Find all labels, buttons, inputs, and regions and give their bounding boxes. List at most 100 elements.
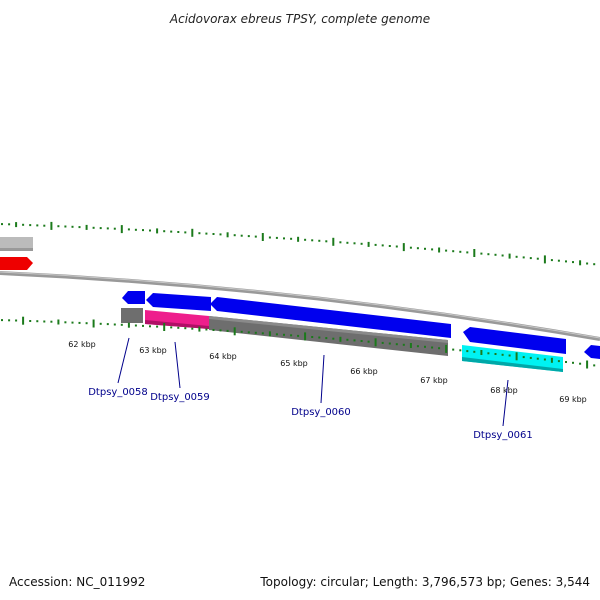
map-title: Acidovorax ebreus TPSY, complete genome xyxy=(169,12,430,26)
inner-ring-minor-tick xyxy=(459,349,462,352)
outer-ring-major-tick xyxy=(50,221,53,230)
inner-ring-minor-tick xyxy=(409,343,412,348)
inner-ring-minor-tick xyxy=(346,338,349,341)
inner-ring-minor-tick xyxy=(57,319,60,325)
outer-ring-minor-tick xyxy=(374,243,377,246)
outer-ring-minor-tick xyxy=(346,241,349,244)
outer-ring-minor-tick xyxy=(487,253,490,256)
outer-ring-minor-tick xyxy=(233,234,236,237)
inner-ring-minor-tick xyxy=(127,322,130,328)
outer-ring-minor-tick xyxy=(515,255,518,258)
outer-ring-minor-tick xyxy=(106,227,109,230)
inner-ring-minor-tick xyxy=(177,326,180,329)
outer-ring-minor-tick xyxy=(219,233,222,236)
outer-ring-minor-tick xyxy=(290,237,293,240)
inner-ring-minor-tick xyxy=(99,322,102,325)
feature-bar-dtpsy-0059-shadow xyxy=(145,320,209,329)
outer-ring-minor-tick xyxy=(1,223,3,226)
inner-ring-minor-tick xyxy=(318,336,321,339)
inner-ring-minor-tick xyxy=(261,332,264,335)
outer-ring-major-tick xyxy=(332,237,335,246)
inner-ring-minor-tick xyxy=(156,325,159,328)
gene-arrow-dtpsy-0059[interactable] xyxy=(146,293,211,311)
inner-ring-major-tick xyxy=(445,344,448,353)
outer-ring-minor-tick xyxy=(226,232,229,238)
outer-ring-minor-tick xyxy=(92,226,95,229)
feature-bar-dtpsy-0061[interactable] xyxy=(462,345,563,372)
outer-ring-minor-tick xyxy=(388,245,391,247)
tick-label-68kbp: 68 kbp xyxy=(490,386,518,395)
outer-ring-minor-tick xyxy=(522,256,525,259)
inner-ring-minor-tick xyxy=(431,346,434,349)
outer-ring-minor-tick xyxy=(593,263,596,266)
leader-line-dtpsy-0060 xyxy=(320,354,325,404)
outer-ring-minor-tick xyxy=(275,236,278,239)
tick-label-64kbp: 64 kbp xyxy=(209,352,237,361)
outer-ring-minor-tick xyxy=(508,253,511,259)
feature-bar-dtpsy-0061-shadow xyxy=(462,357,563,372)
outer-ring-minor-tick xyxy=(156,228,159,234)
inner-ring-minor-tick xyxy=(78,321,81,324)
partial-gene-gray[interactable] xyxy=(0,237,33,251)
outer-ring-minor-tick xyxy=(247,235,250,238)
inner-ring-minor-tick xyxy=(452,348,455,351)
outer-ring-major-tick xyxy=(191,228,194,237)
inner-ring-minor-tick xyxy=(522,356,525,359)
gene-label-dtpsy-0061[interactable]: Dtpsy_0061 xyxy=(473,430,533,441)
inner-ring-major-tick xyxy=(515,352,518,361)
inner-ring-minor-tick xyxy=(529,356,532,359)
gene-arrow-partial-right[interactable] xyxy=(584,345,600,359)
outer-ring-minor-tick xyxy=(311,239,314,242)
leader-line-dtpsy-0058 xyxy=(117,337,130,384)
inner-ring-minor-tick xyxy=(50,320,53,323)
outer-ring-minor-tick xyxy=(466,251,469,254)
inner-ring-minor-tick xyxy=(142,324,144,327)
outer-ring-minor-tick xyxy=(550,259,553,262)
inner-ring-minor-tick xyxy=(332,337,335,340)
outer-ring-minor-tick xyxy=(360,242,363,245)
outer-ring-minor-tick xyxy=(367,241,370,247)
outer-ring-minor-tick xyxy=(212,233,215,235)
outer-ring-minor-tick xyxy=(325,240,328,243)
inner-ring-minor-tick xyxy=(550,357,553,363)
feature-bar-dtpsy-0060-highlight xyxy=(209,316,448,343)
tick-label-63kbp: 63 kbp xyxy=(139,346,167,355)
inner-ring-minor-tick xyxy=(275,333,278,336)
outer-ring-minor-tick xyxy=(339,241,342,244)
inner-ring-minor-tick xyxy=(191,327,194,330)
inner-ring-minor-tick xyxy=(395,343,398,346)
outer-ring-minor-tick xyxy=(565,260,567,263)
outer-ring-minor-tick xyxy=(395,245,398,248)
outer-tick-ring xyxy=(1,221,596,266)
feature-bar-dtpsy-0060[interactable] xyxy=(209,316,448,356)
outer-ring-minor-tick xyxy=(8,223,11,226)
gene-label-dtpsy-0060[interactable]: Dtpsy_0060 xyxy=(291,407,351,418)
inner-ring-minor-tick xyxy=(198,326,201,332)
outer-ring-minor-tick xyxy=(536,257,539,260)
inner-ring-minor-tick xyxy=(8,319,11,322)
inner-ring-minor-tick xyxy=(416,345,419,348)
outer-ring-minor-tick xyxy=(353,242,356,245)
inner-ring-minor-tick xyxy=(402,343,405,346)
gene-label-dtpsy-0059[interactable]: Dtpsy_0059 xyxy=(150,392,210,403)
inner-ring-minor-tick xyxy=(290,334,293,337)
accession-text: Accession: NC_011992 xyxy=(9,575,145,589)
inner-ring-minor-tick xyxy=(15,319,18,322)
inner-ring-major-tick xyxy=(233,327,236,336)
gene-arrow-dtpsy-0058[interactable] xyxy=(122,291,145,304)
outer-ring-minor-tick xyxy=(113,227,116,230)
inner-ring-major-tick xyxy=(304,332,307,341)
tick-label-67kbp: 67 kbp xyxy=(420,376,448,385)
inner-ring-minor-tick xyxy=(593,364,596,367)
inner-ring-minor-tick xyxy=(134,324,137,327)
gene-arrow-dtpsy-0060[interactable] xyxy=(210,297,451,338)
feature-bar-dtpsy-0058[interactable] xyxy=(121,308,143,323)
outer-ring-minor-tick xyxy=(431,248,434,251)
gene-label-dtpsy-0058[interactable]: Dtpsy_0058 xyxy=(88,387,148,398)
outer-ring-minor-tick xyxy=(381,244,384,247)
gene-arrow-dtpsy-0061[interactable] xyxy=(463,327,566,354)
inner-ring-major-tick xyxy=(586,360,589,369)
outer-ring-minor-tick xyxy=(459,250,462,253)
partial-gene-red[interactable] xyxy=(0,257,33,270)
